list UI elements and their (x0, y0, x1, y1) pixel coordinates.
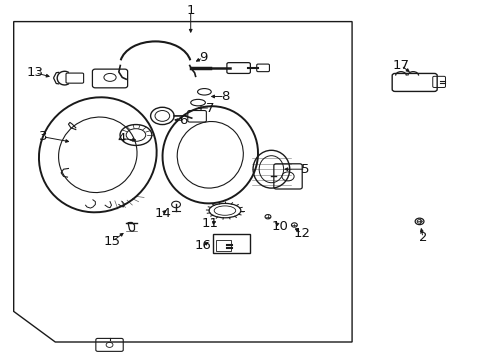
Text: 7: 7 (205, 102, 214, 114)
Text: 5: 5 (301, 163, 309, 176)
Text: 8: 8 (220, 90, 229, 103)
Text: 15: 15 (104, 235, 121, 248)
Text: 6: 6 (179, 114, 187, 127)
Text: 9: 9 (198, 51, 207, 64)
Text: 11: 11 (202, 217, 218, 230)
Text: 12: 12 (293, 227, 309, 240)
Text: 4: 4 (117, 132, 125, 145)
Text: 10: 10 (271, 220, 287, 233)
Text: 1: 1 (186, 4, 195, 17)
Text: 17: 17 (392, 59, 408, 72)
Text: 14: 14 (154, 207, 171, 220)
Text: 13: 13 (27, 66, 43, 79)
Text: 16: 16 (194, 239, 211, 252)
Text: 2: 2 (418, 231, 427, 244)
Text: 3: 3 (39, 130, 47, 143)
